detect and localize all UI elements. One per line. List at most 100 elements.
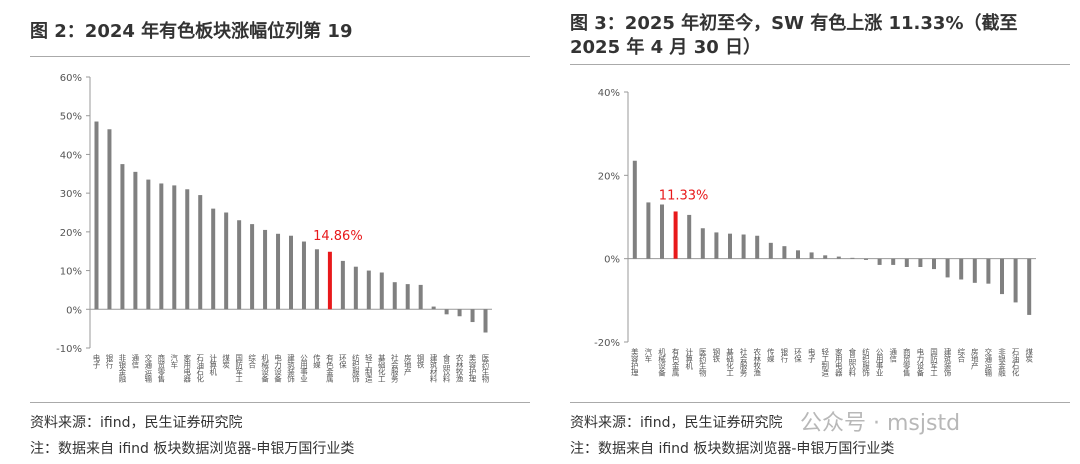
x-tick-label: 纺织服饰	[861, 347, 870, 378]
x-tick-label: 建筑装饰	[943, 347, 952, 378]
x-tick-label: 基础化工	[725, 347, 734, 377]
x-tick-label: 农林牧渔	[455, 353, 464, 383]
bar	[877, 258, 882, 265]
x-tick-label: 电力设备	[916, 347, 925, 378]
x-tick-label: 综合	[956, 347, 965, 364]
bar	[959, 258, 964, 280]
y-tick-label: 10%	[60, 267, 82, 278]
x-tick-label: 家用电器	[183, 353, 192, 384]
x-tick-label: 建筑材料	[429, 353, 438, 384]
source: 资料来源：ifind，民生证券研究院	[570, 415, 783, 431]
x-tick-label: 商贸零售	[157, 353, 166, 384]
x-tick-label: 机械设备	[260, 353, 269, 384]
bar	[250, 224, 255, 310]
bar	[263, 229, 268, 310]
x-tick-label: 农林牧渔	[752, 347, 761, 377]
bar	[660, 204, 664, 259]
bar	[864, 258, 868, 260]
bar	[301, 241, 306, 310]
x-tick-label: 商贸零售	[902, 347, 911, 378]
bar	[94, 121, 99, 310]
bar	[782, 246, 787, 259]
x-tick-label: 计算机	[208, 353, 217, 377]
watermark: 公众号 · msjstd	[800, 411, 961, 436]
bar	[366, 270, 371, 310]
bar	[673, 211, 678, 259]
separator	[570, 402, 1070, 403]
x-tick-label: 通信	[888, 347, 897, 364]
bar	[483, 309, 488, 333]
bar	[823, 255, 828, 259]
x-tick-label: 汽车	[170, 353, 179, 370]
note: 注：数据来自 ifind 板块数据浏览器-申银万国行业类	[30, 441, 355, 457]
bar	[714, 232, 719, 259]
x-tick-label: 机械设备	[657, 347, 666, 378]
x-tick-label: 美容护理	[468, 353, 477, 383]
x-tick-label: 轻工制造	[364, 353, 373, 384]
x-tick-label: 钢铁	[712, 347, 721, 364]
value-label: 14.86%	[313, 229, 363, 244]
bar	[796, 250, 800, 259]
bar	[904, 258, 909, 267]
bar	[1000, 258, 1004, 295]
bar	[418, 284, 423, 310]
x-tick-label: 银行	[780, 348, 789, 364]
bar	[891, 258, 896, 265]
bar	[120, 164, 125, 310]
y-tick-label: 0%	[66, 305, 82, 316]
y-tick-label: 20%	[598, 171, 620, 182]
x-tick-label: 纺织服饰	[351, 353, 360, 384]
bar	[986, 258, 991, 284]
bar	[211, 208, 216, 310]
bar	[444, 309, 449, 315]
bar	[276, 233, 281, 310]
bar	[809, 252, 814, 259]
separator	[30, 56, 530, 57]
y-tick-label: 20%	[60, 228, 82, 239]
bar	[632, 160, 637, 259]
x-tick-label: 非银金融	[118, 353, 127, 384]
x-tick-label: 汽车	[644, 347, 653, 364]
x-tick-label: 石油石化	[1011, 348, 1020, 378]
x-tick-label: 计算机	[684, 347, 693, 371]
separator	[570, 64, 1070, 65]
bar	[185, 189, 190, 310]
x-tick-label: 传媒	[312, 353, 321, 370]
bar	[1027, 258, 1032, 315]
x-tick-label: 公用事业	[875, 348, 884, 377]
x-tick-label: 食品饮料	[848, 347, 857, 378]
bar	[198, 195, 203, 310]
x-tick-label: 公用事业	[299, 354, 308, 383]
y-tick-label: 30%	[60, 189, 82, 200]
x-tick-label: 综合	[247, 353, 256, 370]
note: 注：数据来自 ifind 板块数据浏览器-申银万国行业类	[570, 441, 895, 457]
x-tick-label: 建筑装饰	[286, 353, 295, 384]
x-tick-label: 房地产	[403, 353, 412, 377]
x-tick-label: 通信	[131, 353, 140, 370]
bar	[755, 235, 760, 259]
bar	[405, 284, 410, 310]
bar	[700, 228, 705, 259]
x-tick-label: 食品饮料	[442, 353, 451, 384]
bar	[340, 260, 345, 310]
x-tick-label: 电子	[807, 347, 816, 363]
bar	[133, 171, 138, 310]
bar	[741, 234, 746, 259]
bar	[1013, 258, 1018, 303]
x-tick-label: 医药生物	[698, 348, 707, 378]
bar	[918, 258, 923, 267]
bar	[327, 251, 332, 310]
x-tick-label: 社会服务	[739, 347, 748, 378]
bar	[768, 242, 773, 259]
bar	[836, 256, 841, 259]
bar	[172, 185, 177, 310]
bar	[224, 212, 229, 310]
x-tick-label: 石油石化	[195, 354, 204, 384]
bar	[932, 258, 936, 270]
y-tick-label: -20%	[594, 338, 620, 349]
x-tick-label: 房地产	[970, 347, 979, 371]
value-label: 11.33%	[659, 188, 709, 203]
x-tick-label: 美容护理	[630, 347, 639, 377]
x-tick-label: 有色金属	[671, 347, 680, 378]
